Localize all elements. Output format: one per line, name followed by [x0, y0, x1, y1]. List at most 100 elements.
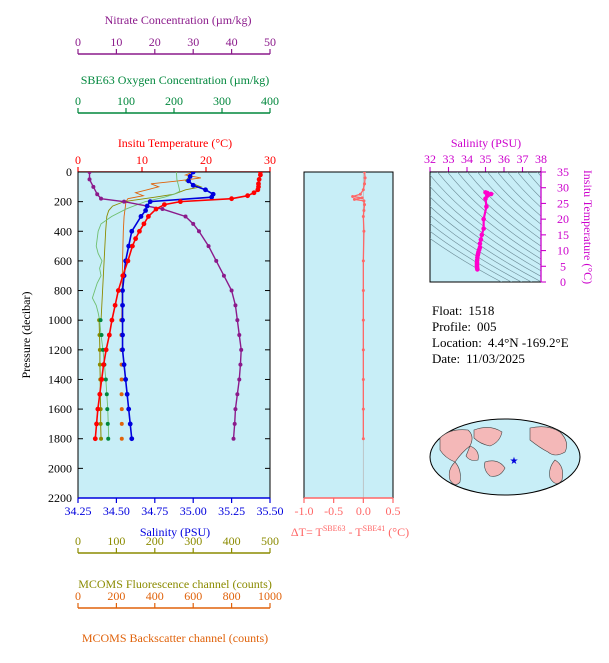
fluorescence-axis-tick-label: 500 [261, 534, 279, 548]
delta-t-point [361, 318, 365, 322]
backscatter-axis: 0 200 400 600 800 1000 [75, 589, 282, 609]
temperature-point [92, 436, 98, 442]
delta-t-point [361, 437, 365, 441]
oxygen-axis-title: SBE63 Oxygen Concentration (µm/kg) [81, 73, 270, 87]
salinity-axis-tick-label: 34.50 [103, 504, 130, 518]
salinity-point [120, 347, 125, 353]
temperature-axis-tick-label: 10 [136, 153, 148, 167]
ts-x-tick-label: 35 [480, 152, 492, 166]
ts-density-contour [467, 172, 541, 240]
world-map: ★ [429, 418, 581, 496]
oxygen-axis-tick-label: 300 [213, 94, 231, 108]
ts-density-contour [527, 172, 541, 189]
fluorescence-axis-tick-label: 0 [75, 534, 81, 548]
ts-density-contour [430, 205, 541, 282]
temperature-point [94, 421, 99, 427]
temperature-point [256, 177, 262, 182]
nitrate-axis-tick-label: 40 [226, 35, 238, 49]
date-value: 11/03/2025 [466, 351, 525, 366]
temperature-point [146, 214, 151, 219]
delta-t-point [361, 407, 365, 411]
temperature-point [251, 190, 257, 196]
ts-y-tick-label: 35 [557, 165, 569, 179]
ts-x-tick-label: 34 [461, 152, 473, 166]
ts-y-tick-label: 0 [560, 275, 566, 289]
salinity-point [129, 436, 135, 442]
oxygen-point [106, 436, 111, 441]
temperature-point [106, 332, 112, 338]
delta-t-point [363, 182, 367, 186]
fluorescence-point [97, 362, 102, 367]
nitrate-point [95, 192, 100, 197]
oxygen-point [100, 347, 105, 352]
ts-density-contour [430, 214, 533, 282]
salinity-point [203, 187, 208, 193]
salinity-axis-tick-label: 35.50 [257, 504, 284, 518]
salinity-point [190, 172, 196, 175]
fluorescence-point [97, 347, 102, 352]
ts-y-tick-label: 20 [557, 212, 569, 226]
delta-t-point [363, 203, 367, 207]
oxygen-point [105, 407, 110, 412]
ts-temperature-title: Insitu Temperature (°C) [581, 170, 595, 284]
float-value: 1518 [468, 303, 494, 318]
salinity-point [126, 406, 132, 412]
ts-points [474, 190, 495, 272]
delta-t-point [363, 176, 367, 180]
delta-t-lines [351, 172, 367, 498]
temperature-point [153, 206, 159, 212]
oxygen-point [105, 421, 110, 426]
fluorescence-point [98, 421, 103, 426]
oxygen-axis: 0 100 200 300 400 [75, 94, 279, 114]
salinity-point [120, 317, 125, 323]
fluorescence-axis-tick-label: 200 [146, 534, 164, 548]
salinity-point [129, 228, 135, 234]
location-value: 4.4°N -169.2°E [488, 335, 569, 350]
pressure-tick-label: 1000 [48, 313, 72, 327]
ts-density-contour [430, 174, 541, 266]
salinity-point [120, 302, 125, 308]
ts-y-tick-label: 10 [557, 244, 569, 258]
salinity-axis: 34.25 34.50 34.75 35.00 35.25 35.50 [65, 497, 284, 518]
oxygen-point [104, 392, 109, 397]
temperature-point [141, 221, 147, 227]
salinity-axis-title: Salinity (PSU) [140, 525, 210, 539]
ts-density-contour [430, 186, 541, 272]
delta-t-point [362, 209, 366, 213]
salinity-point [120, 332, 125, 338]
nitrate-axis-tick-label: 0 [75, 35, 81, 49]
backscatter-point [119, 421, 124, 426]
ts-x-tick-label: 32 [424, 152, 436, 166]
temperature-point [120, 273, 126, 279]
ts-density-contour [507, 172, 541, 208]
pressure-axis-title: Pressure (decibar) [19, 292, 33, 379]
salinity-axis-tick-label: 35.00 [180, 504, 207, 518]
salinity-point [209, 194, 215, 200]
nitrate-axis-tick-label: 30 [187, 35, 199, 49]
nitrate-axis-tick-label: 20 [149, 35, 161, 49]
temperature-point [125, 258, 131, 264]
pressure-axis: 0 200 400 600 800 1000 1200 1400 1600 1800 2000 220… [48, 165, 270, 505]
ts-density-contour [430, 230, 513, 282]
salinity-point [147, 199, 153, 205]
fluorescence-axis-title: MCOMS Fluorescence channel (counts) [78, 577, 272, 591]
pressure-tick-label: 2000 [48, 461, 72, 475]
delta-t-point [362, 229, 366, 233]
temperature-point [115, 288, 121, 293]
nitrate-point [99, 196, 104, 201]
temperature-point [101, 362, 106, 368]
pressure-tick-label: 1400 [48, 372, 72, 386]
nitrate-point [238, 362, 243, 367]
oxygen-axis-tick-label: 0 [75, 94, 81, 108]
nitrate-point [231, 436, 236, 441]
ts-density-contour [517, 172, 541, 199]
temperature-point [95, 406, 101, 412]
nitrate-point [206, 244, 211, 249]
ts-y-tick-label: 25 [557, 196, 569, 210]
date-label: Date: [432, 351, 460, 366]
ts-y-tick-label: 30 [557, 181, 569, 195]
ts-point [478, 237, 484, 242]
backscatter-axis-tick-label: 800 [223, 589, 241, 603]
pressure-tick-label: 1200 [48, 343, 72, 357]
